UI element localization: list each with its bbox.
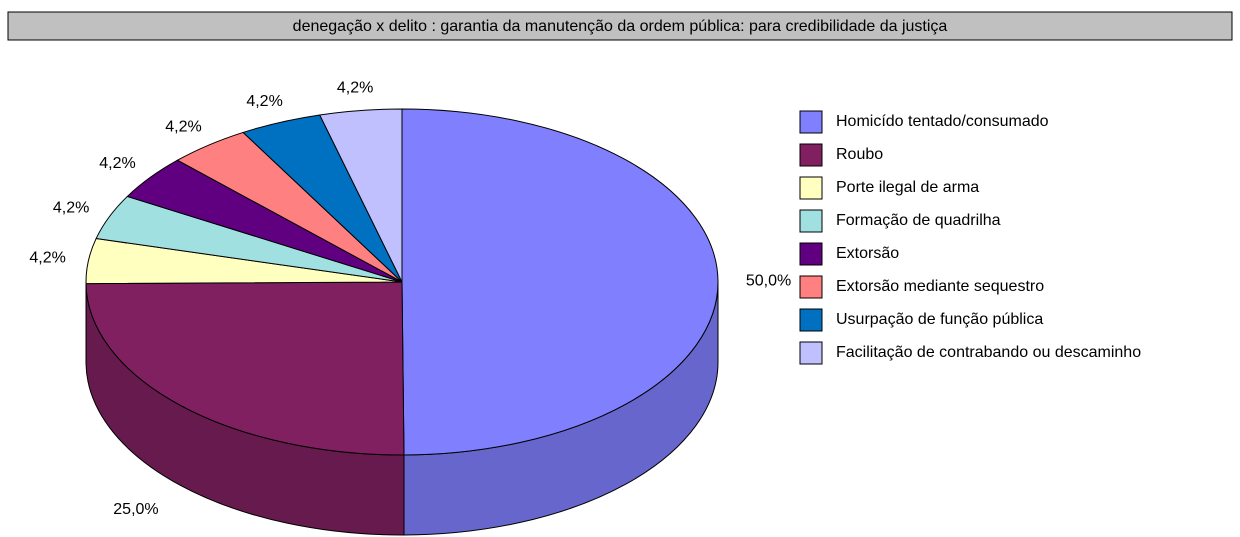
legend-swatch (799, 341, 823, 365)
legend-swatch (799, 209, 823, 233)
data-label: 4,2% (337, 79, 373, 96)
legend-label: Homicído tentado/consumado (836, 113, 1049, 130)
data-label: 4,2% (29, 249, 65, 266)
title-box (7, 11, 1233, 41)
legend-label: Porte ilegal de arma (836, 179, 979, 196)
legend-swatch (799, 242, 823, 266)
data-label: 4,2% (246, 93, 282, 110)
data-label: 4,2% (99, 155, 135, 172)
legend-swatch (799, 143, 823, 167)
pie-slice (401, 108, 719, 456)
legend-swatch (799, 308, 823, 332)
legend-label: Facilitação de contrabando ou descaminho (836, 344, 1141, 361)
legend-swatch (799, 176, 823, 200)
data-label: 25,0% (113, 501, 158, 518)
legend-swatch (799, 110, 823, 134)
chart-title: denegação x delito : garantia da manuten… (293, 18, 948, 35)
data-label: 50,0% (746, 273, 791, 290)
legend-label: Formação de quadrilha (836, 212, 1001, 229)
legend-label: Extorsão (836, 245, 899, 262)
data-label: 4,2% (53, 200, 89, 217)
legend-swatch (799, 275, 823, 299)
pie-slice (318, 108, 403, 283)
pie-slice (85, 281, 405, 456)
legend-label: Usurpação de função pública (836, 311, 1043, 328)
legend-label: Extorsão mediante sequestro (836, 278, 1044, 295)
data-label: 4,2% (165, 119, 201, 136)
legend-label: Roubo (836, 146, 883, 163)
